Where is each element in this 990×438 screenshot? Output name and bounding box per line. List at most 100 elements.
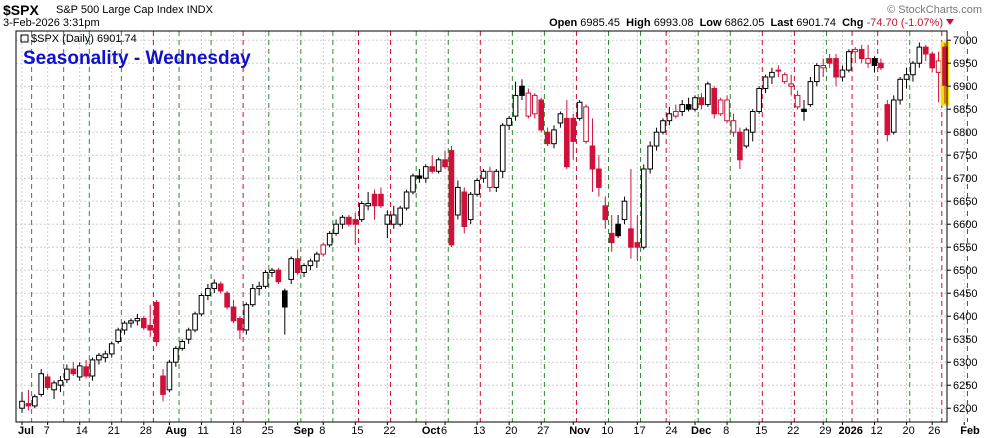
- candle-body: [410, 175, 416, 193]
- candle-body: [692, 97, 698, 110]
- y-tick-label: 6250: [953, 380, 977, 392]
- candle-body: [653, 131, 660, 147]
- candle-body: [442, 159, 448, 168]
- candle-body: [423, 166, 429, 179]
- candle-body: [596, 168, 602, 188]
- candle-body: [846, 51, 852, 71]
- candle-body: [916, 46, 923, 64]
- candle-body: [679, 104, 686, 112]
- candle-body: [211, 282, 218, 290]
- y-tick-label: 6350: [953, 334, 977, 346]
- candle-body: [583, 106, 589, 142]
- plot-border: [15, 30, 948, 423]
- candle-body: [737, 131, 743, 161]
- x-tick-label: 22: [787, 425, 799, 437]
- candle-body: [615, 223, 621, 237]
- x-tick-label: Jul: [18, 425, 34, 437]
- y-tick-label: 6500: [953, 265, 977, 277]
- candle-body: [326, 232, 333, 246]
- x-tick-label: Oct: [422, 425, 441, 437]
- candle-body: [294, 258, 301, 274]
- candle-body: [249, 288, 256, 306]
- candle-body: [83, 366, 89, 377]
- down-arrow-icon: [946, 19, 954, 25]
- candle-body: [64, 368, 70, 381]
- candle-body: [576, 101, 583, 119]
- candle-body: [134, 318, 141, 322]
- x-tick-label: 11: [197, 425, 208, 437]
- candles: [19, 41, 950, 413]
- candle-body: [512, 94, 519, 117]
- chart-header: $SPX S&P 500 Large Cap Index INDX © Stoc…: [0, 0, 990, 30]
- candle-body: [185, 329, 192, 340]
- candle-body: [358, 203, 365, 221]
- x-tick-label: 15: [351, 425, 363, 437]
- candle-body: [198, 295, 205, 315]
- candle-body: [96, 354, 102, 361]
- x-tick-label: 13: [473, 425, 485, 437]
- candle-body: [826, 58, 833, 64]
- candle-body: [685, 104, 692, 110]
- candle-body: [19, 400, 25, 409]
- candle-body: [781, 74, 788, 83]
- candle-body: [51, 382, 57, 391]
- y-tick-label: 6900: [953, 81, 977, 93]
- candle-body: [281, 290, 288, 308]
- candle-body: [474, 180, 480, 195]
- candle-body: [807, 81, 814, 106]
- x-tick-label: Aug: [165, 425, 186, 437]
- candle-body: [416, 175, 423, 179]
- candle-body: [935, 60, 942, 73]
- candle-body: [153, 301, 160, 342]
- candle-body: [38, 373, 45, 395]
- candle-body: [89, 359, 96, 377]
- candle-body: [762, 76, 769, 89]
- candle-body: [205, 288, 211, 297]
- candle-body: [288, 258, 295, 280]
- candle-body: [455, 186, 461, 216]
- candle-body: [525, 92, 532, 117]
- x-tick-label: 18: [230, 425, 242, 437]
- candle-body: [435, 159, 442, 172]
- x-axis: Jul 7 14 21 28 Aug 11 18 25 Sep 8 15 22 Oct 6 13 20 27 Nov…: [18, 422, 980, 437]
- x-tick-label: 20: [505, 425, 517, 437]
- candle-body: [448, 150, 455, 246]
- candle-body: [166, 361, 173, 391]
- x-tick-label: 27: [537, 425, 549, 437]
- chg-label: Chg: [842, 17, 864, 29]
- candle-body: [269, 269, 275, 274]
- candle-body: [403, 191, 410, 209]
- candle-body: [128, 320, 134, 324]
- y-tick-label: 6600: [953, 219, 977, 231]
- y-axis: 6200 6250 6300 6350 6400 6450 6500 6550 6600 6650…: [947, 35, 977, 415]
- candle-body: [640, 168, 647, 248]
- candle-body: [115, 329, 121, 342]
- candle-body: [666, 113, 673, 122]
- candle-body: [467, 193, 474, 221]
- candle-body: [878, 62, 884, 69]
- candle-body: [506, 117, 512, 126]
- x-tick-label: 20: [903, 425, 915, 437]
- candle-body: [897, 78, 903, 101]
- x-tick-label: 2026: [838, 425, 862, 437]
- x-tick-label: 25: [262, 425, 274, 437]
- candle-body: [70, 368, 77, 375]
- candle-body: [634, 242, 641, 248]
- candle-body: [538, 99, 544, 131]
- x-tick-label: Dec: [691, 425, 711, 437]
- candle-body: [794, 94, 801, 108]
- candle-body: [243, 304, 250, 331]
- candle-body: [461, 191, 468, 227]
- candle-body: [903, 74, 910, 80]
- candle-body: [743, 129, 750, 147]
- candle-body: [698, 97, 705, 106]
- candle-body: [660, 120, 666, 133]
- candle-body: [858, 48, 865, 60]
- candle-body: [224, 292, 230, 308]
- candle-body: [173, 347, 179, 363]
- y-tick-label: 7000: [953, 35, 977, 47]
- y-tick-label: 6800: [953, 127, 977, 139]
- candle-body: [551, 129, 557, 145]
- candle-body: [820, 65, 827, 69]
- candle-body: [788, 83, 794, 87]
